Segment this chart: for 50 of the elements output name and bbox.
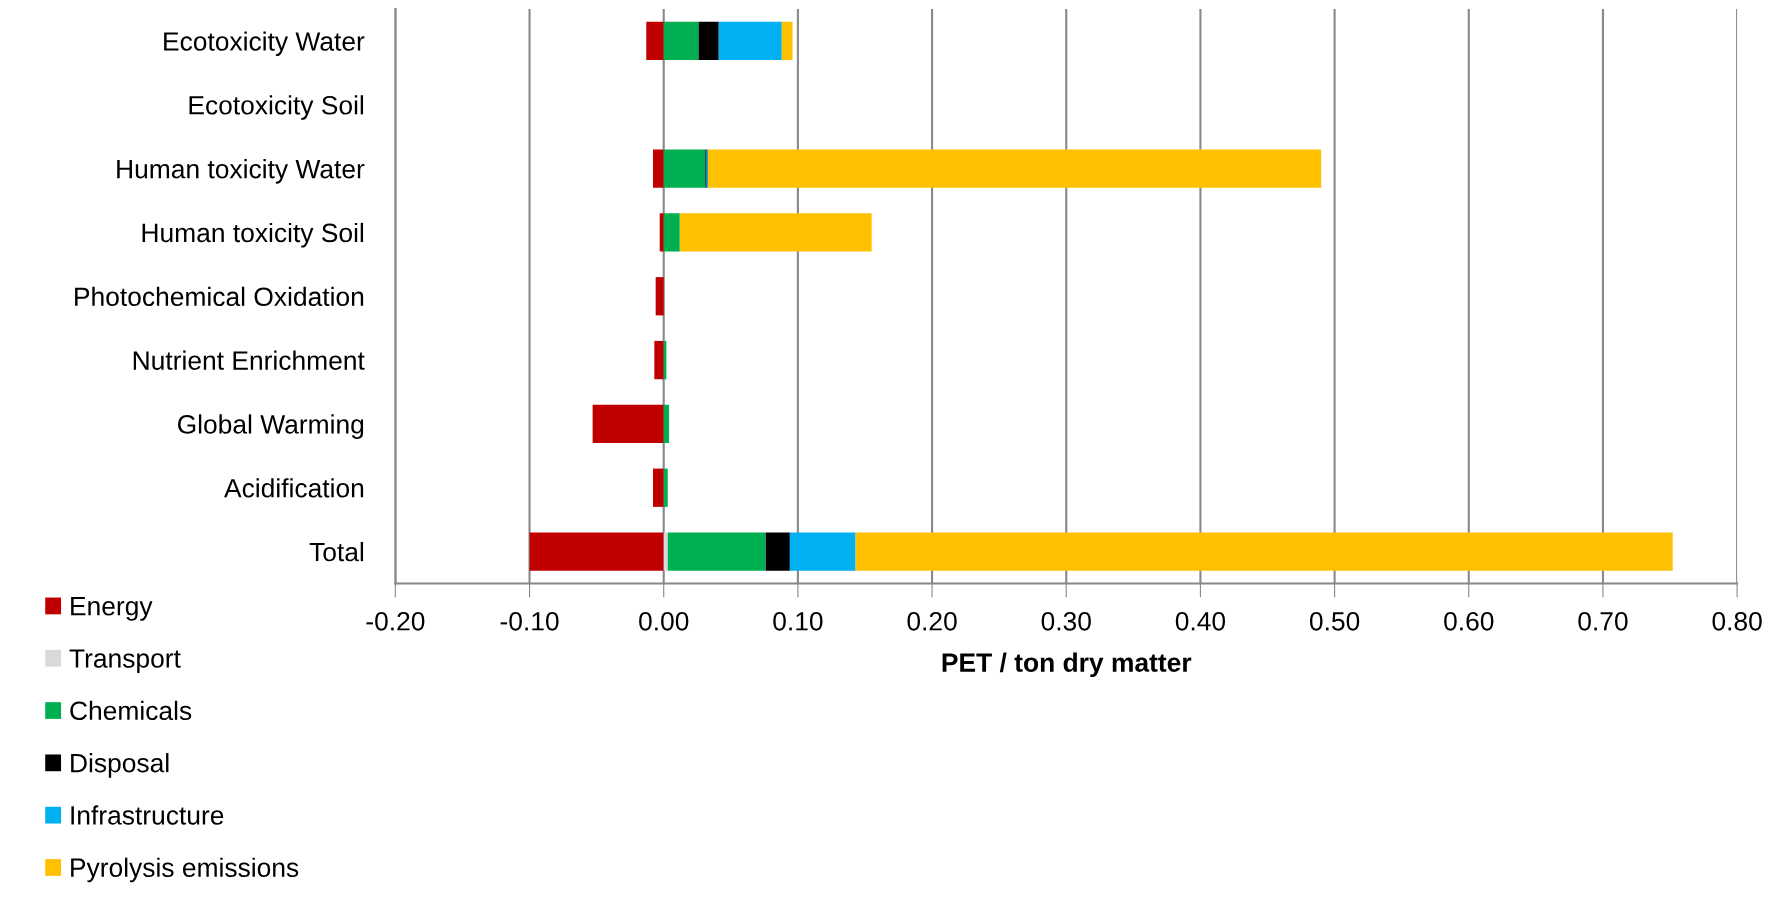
x-tick-label: 0.70	[1578, 611, 1628, 631]
y-tick-label: Ecotoxicity Water	[164, 31, 365, 57]
legend-label: Infrastructure	[71, 805, 224, 825]
x-tick-label: -0.20	[366, 611, 425, 631]
x-tick-label: 0.20	[907, 611, 957, 631]
bar	[663, 532, 668, 571]
x-axis-title: PET / ton dry matter	[942, 652, 1192, 678]
x-tick-label: 0.60	[1444, 611, 1494, 631]
legend-label: Energy	[71, 597, 153, 621]
bar	[663, 213, 680, 252]
bar	[663, 404, 670, 444]
bar	[663, 21, 699, 61]
bar	[855, 532, 1673, 571]
bar	[708, 149, 1322, 188]
y-tick-label: Global Warming	[177, 414, 364, 439]
y-tick-label: Human toxicity Water	[117, 159, 365, 184]
bar	[667, 532, 766, 571]
bar	[592, 404, 664, 444]
bar	[529, 532, 664, 571]
x-tick-label: 0.30	[1041, 611, 1091, 631]
bar	[679, 213, 872, 252]
bar	[663, 149, 706, 188]
x-tick-label: -0.10	[500, 611, 559, 631]
x-tick-label: 0.40	[1175, 611, 1226, 631]
bar	[652, 149, 664, 188]
x-tick-label: 0.00	[639, 611, 689, 631]
bar	[781, 21, 793, 61]
y-tick-label: Nutrient Enrichment	[133, 350, 365, 370]
x-tick-label: 0.50	[1309, 611, 1360, 631]
legend-label: Transport	[69, 649, 181, 674]
y-tick-label: Ecotoxicity Soil	[189, 95, 364, 120]
bar	[659, 213, 664, 252]
legend-label: Chemicals	[70, 700, 192, 721]
bar	[646, 21, 664, 61]
y-tick-label: Total	[309, 541, 364, 562]
x-tick-label: 0.10	[773, 611, 823, 631]
bar	[698, 21, 719, 61]
bar	[789, 532, 856, 571]
y-tick-label: Human toxicity Soil	[142, 222, 364, 248]
x-tick-label: 0.80	[1712, 611, 1762, 631]
legend-label: Disposal	[71, 753, 169, 778]
legend-label: Pyrolysis emissions	[71, 857, 299, 883]
bar	[718, 21, 782, 61]
bar	[765, 532, 790, 571]
y-tick-label: Acidification	[224, 478, 364, 498]
bar	[654, 340, 664, 380]
y-tick-label: Photochemical Oxidation	[75, 286, 364, 307]
bar	[663, 468, 668, 507]
bar	[652, 468, 664, 507]
bar	[655, 277, 664, 316]
